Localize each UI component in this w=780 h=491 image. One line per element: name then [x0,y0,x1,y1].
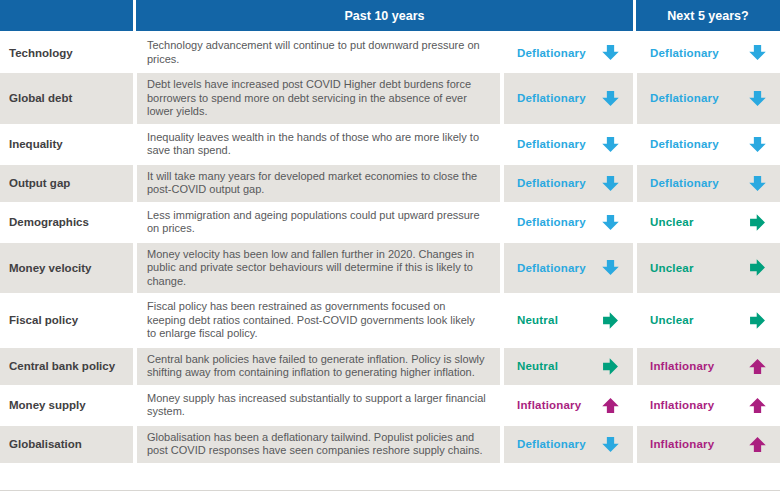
arrow-down-icon [601,258,620,277]
next-5-years-status-cell: Inflationary [637,426,780,463]
status-label: Deflationary [517,262,586,274]
arrow-down-icon [748,135,767,154]
description-cell: Money supply has increased substantially… [137,387,500,424]
category-cell: Fiscal policy [0,295,133,346]
description-cell: Money velocity has been low and fallen f… [137,243,500,294]
past-10-years-status-cell: Deflationary [504,243,633,294]
description-cell: Less immigration and ageing populations … [137,204,500,241]
arrow-up-icon [748,435,767,454]
status-label: Neutral [517,360,558,372]
category-cell: Technology [0,34,133,71]
category-cell: Global debt [0,73,133,124]
category-cell: Demographics [0,204,133,241]
table-row: InequalityInequality leaves wealth in th… [0,126,780,163]
status-label: Deflationary [517,438,586,450]
header-cell-next-5-years: Next 5 years? [636,0,780,31]
status-label: Deflationary [650,47,719,59]
description-cell: It will take many years for developed ma… [137,165,500,202]
status-label: Unclear [650,314,694,326]
arrow-up-icon [748,396,767,415]
category-cell: Inequality [0,126,133,163]
status-label: Unclear [650,262,694,274]
past-10-years-status-cell: Neutral [504,295,633,346]
past-10-years-status-cell: Neutral [504,348,633,385]
description-cell: Technology advancement will continue to … [137,34,500,71]
status-label: Deflationary [517,47,586,59]
status-label: Inflationary [650,399,714,411]
arrow-down-icon [601,435,620,454]
status-label: Deflationary [650,138,719,150]
next-5-years-status-cell: Unclear [637,243,780,294]
next-5-years-status-cell: Deflationary [637,165,780,202]
next-5-years-status-cell: Deflationary [637,126,780,163]
past-10-years-status-cell: Inflationary [504,387,633,424]
arrow-right-icon [601,311,620,330]
arrow-down-icon [601,135,620,154]
category-cell: Money supply [0,387,133,424]
next-5-years-status-cell: Deflationary [637,34,780,71]
arrow-down-icon [601,43,620,62]
arrow-up-icon [748,357,767,376]
category-cell: Central bank policy [0,348,133,385]
next-5-years-status-cell: Deflationary [637,73,780,124]
table-row: Money velocityMoney velocity has been lo… [0,243,780,294]
arrow-down-icon [748,43,767,62]
arrow-right-icon [748,258,767,277]
table-header: Past 10 years Next 5 years? [0,0,780,31]
category-cell: Globalisation [0,426,133,463]
category-cell: Output gap [0,165,133,202]
arrow-down-icon [601,213,620,232]
past-10-years-status-cell: Deflationary [504,73,633,124]
past-10-years-status-cell: Deflationary [504,204,633,241]
arrow-right-icon [748,311,767,330]
header-cell-category [0,0,133,31]
table-row: Output gapIt will take many years for de… [0,165,780,202]
status-label: Deflationary [517,216,586,228]
table-row: Global debtDebt levels have increased po… [0,73,780,124]
table-row: DemographicsLess immigration and ageing … [0,204,780,241]
arrow-down-icon [748,89,767,108]
arrow-right-icon [601,357,620,376]
past-10-years-status-cell: Deflationary [504,34,633,71]
arrow-up-icon [601,396,620,415]
inflation-outlook-table: Past 10 years Next 5 years? TechnologyTe… [0,0,780,491]
table-body: TechnologyTechnology advancement will co… [0,34,780,463]
next-5-years-status-cell: Unclear [637,204,780,241]
status-label: Deflationary [517,138,586,150]
header-cell-past-10-years: Past 10 years [136,0,633,31]
status-label: Inflationary [650,438,714,450]
description-cell: Fiscal policy has been restrained as gov… [137,295,500,346]
description-cell: Inequality leaves wealth in the hands of… [137,126,500,163]
description-cell: Central bank policies have failed to gen… [137,348,500,385]
next-5-years-status-cell: Inflationary [637,387,780,424]
past-10-years-status-cell: Deflationary [504,426,633,463]
past-10-years-status-cell: Deflationary [504,165,633,202]
arrow-down-icon [601,174,620,193]
description-cell: Globalisation has been a deflationary ta… [137,426,500,463]
status-label: Inflationary [517,399,581,411]
status-label: Deflationary [517,92,586,104]
past-10-years-status-cell: Deflationary [504,126,633,163]
status-label: Unclear [650,216,694,228]
next-5-years-status-cell: Inflationary [637,348,780,385]
table-row: Central bank policyCentral bank policies… [0,348,780,385]
table-row: TechnologyTechnology advancement will co… [0,34,780,71]
next-5-years-status-cell: Unclear [637,295,780,346]
table-row: GlobalisationGlobalisation has been a de… [0,426,780,463]
status-label: Inflationary [650,360,714,372]
arrow-down-icon [748,174,767,193]
arrow-right-icon [748,213,767,232]
status-label: Neutral [517,314,558,326]
table-row: Fiscal policyFiscal policy has been rest… [0,295,780,346]
status-label: Deflationary [650,177,719,189]
arrow-down-icon [601,89,620,108]
table-row: Money supplyMoney supply has increased s… [0,387,780,424]
status-label: Deflationary [517,177,586,189]
description-cell: Debt levels have increased post COVID Hi… [137,73,500,124]
status-label: Deflationary [650,92,719,104]
category-cell: Money velocity [0,243,133,294]
